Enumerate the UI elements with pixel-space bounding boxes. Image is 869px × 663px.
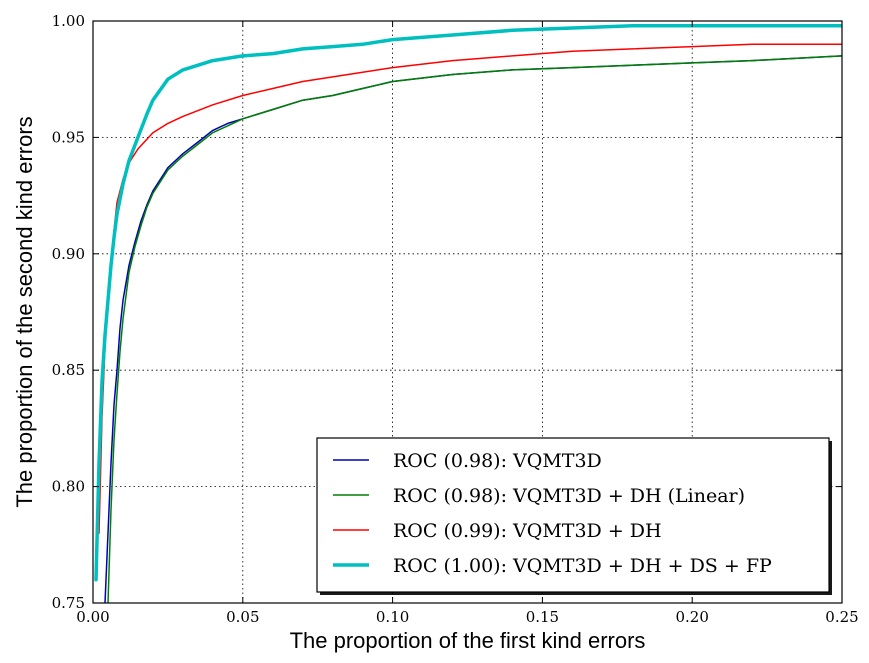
x-axis-label: The proportion of the first kind errors [290, 628, 646, 653]
y-tick-label: 0.85 [52, 361, 85, 379]
axis-ticks: 0.00 0.05 0.10 0.15 0.20 0.25 0.75 0.80 0.85 0.90… [52, 12, 859, 626]
y-tick-label: 1.00 [52, 12, 85, 30]
x-tick-label: 0.05 [226, 608, 259, 626]
y-tick-label: 0.75 [52, 594, 85, 612]
series-line-2 [107, 55, 842, 603]
series-lines [94, 23, 842, 603]
x-tick-label: 0.00 [76, 608, 109, 626]
x-tick-label: 0.25 [825, 608, 858, 626]
series-line-4 [94, 23, 842, 582]
x-tick-label: 0.10 [376, 608, 409, 626]
legend-entry: ROC (0.99): VQMT3D + DH [393, 520, 662, 542]
legend-box [316, 437, 830, 593]
y-tick-label: 0.80 [52, 478, 85, 496]
x-tick-label: 0.20 [675, 608, 708, 626]
legend: ROC (0.98): VQMT3D ROC (0.98): VQMT3D + D… [316, 437, 832, 595]
y-tick-label: 0.90 [52, 245, 85, 263]
x-tick-label: 0.15 [526, 608, 559, 626]
legend-entry: ROC (1.00): VQMT3D + DH + DS + FP [393, 555, 772, 577]
legend-entry: ROC (0.98): VQMT3D [393, 450, 602, 472]
y-axis-label: The proportion of the second kind errors [12, 116, 37, 507]
plot-frame [92, 20, 843, 604]
y-tick-label: 0.95 [52, 128, 85, 146]
legend-entry: ROC (0.98): VQMT3D + DH (Linear) [393, 485, 745, 507]
